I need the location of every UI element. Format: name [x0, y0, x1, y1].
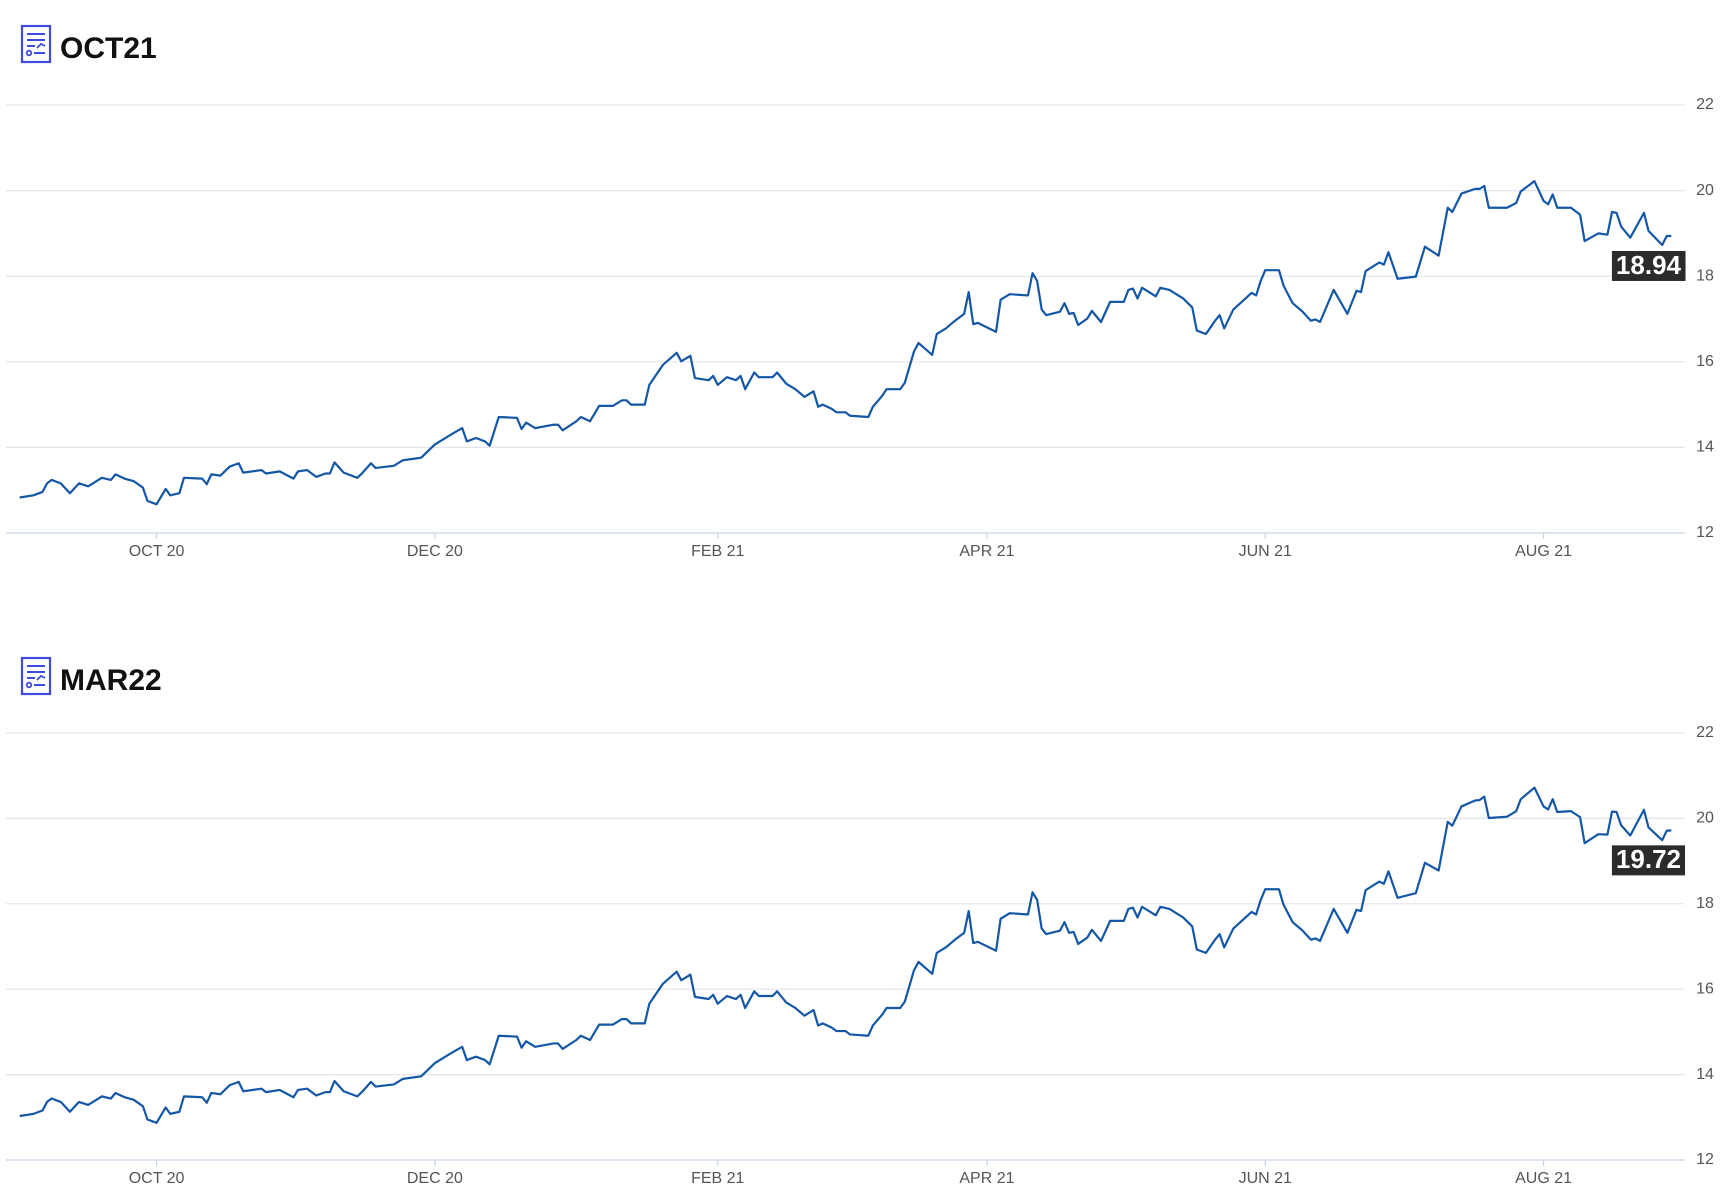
y-tick-label: 12: [1696, 524, 1714, 541]
chart-icon: [20, 24, 52, 64]
x-tick-label: FEB 21: [691, 1170, 744, 1187]
x-tick-label: JUN 21: [1239, 543, 1292, 560]
last-value-label: 19.72: [1616, 844, 1681, 874]
last-value-box: [1611, 250, 1686, 281]
icon-spark: [36, 42, 46, 49]
x-tick-label: OCT 20: [129, 1170, 185, 1187]
x-tick-label: DEC 20: [407, 1170, 463, 1187]
y-tick-label: 14: [1696, 1066, 1714, 1083]
chart-title: MAR22: [60, 664, 162, 697]
x-tick-label: AUG 21: [1515, 543, 1572, 560]
x-tick-label: APR 21: [959, 543, 1014, 560]
y-tick-label: 20: [1696, 810, 1714, 827]
x-tick-label: DEC 20: [407, 543, 463, 560]
icon-frame: [20, 656, 52, 696]
icon-dot: [25, 49, 33, 57]
icon-frame: [20, 24, 52, 64]
y-tick-label: 14: [1696, 439, 1714, 456]
y-tick-label: 18: [1696, 895, 1714, 912]
x-tick-label: AUG 21: [1515, 1170, 1572, 1187]
price-line: [19, 786, 1672, 1124]
x-tick-label: APR 21: [959, 1170, 1014, 1187]
chart-panel: MAR22 12 14 16 18 20 22 OCT 20 DEC 20 FEB 21 APR 2…: [6, 656, 1714, 1187]
chart-title: OCT21: [60, 32, 157, 65]
x-tick-label: OCT 20: [129, 543, 185, 560]
last-value-label: 18.94: [1616, 250, 1682, 280]
y-tick-label: 22: [1696, 724, 1714, 741]
y-tick-label: 16: [1696, 353, 1714, 370]
icon-spark: [36, 674, 46, 681]
price-line: [19, 180, 1672, 506]
chart-icon: [20, 656, 52, 696]
icon-dot: [25, 681, 33, 689]
y-tick-label: 12: [1696, 1151, 1714, 1168]
y-tick-label: 16: [1696, 980, 1714, 997]
y-tick-label: 18: [1696, 267, 1714, 284]
y-tick-label: 20: [1696, 182, 1714, 199]
y-tick-label: 22: [1696, 96, 1714, 113]
x-tick-label: JUN 21: [1239, 1170, 1292, 1187]
x-tick-label: FEB 21: [691, 543, 744, 560]
chart-panel: OCT21 12 14 16 18 20 22 OCT 20 DEC 20 FEB 21 APR 2…: [6, 24, 1714, 560]
last-value-box: [1611, 845, 1685, 876]
